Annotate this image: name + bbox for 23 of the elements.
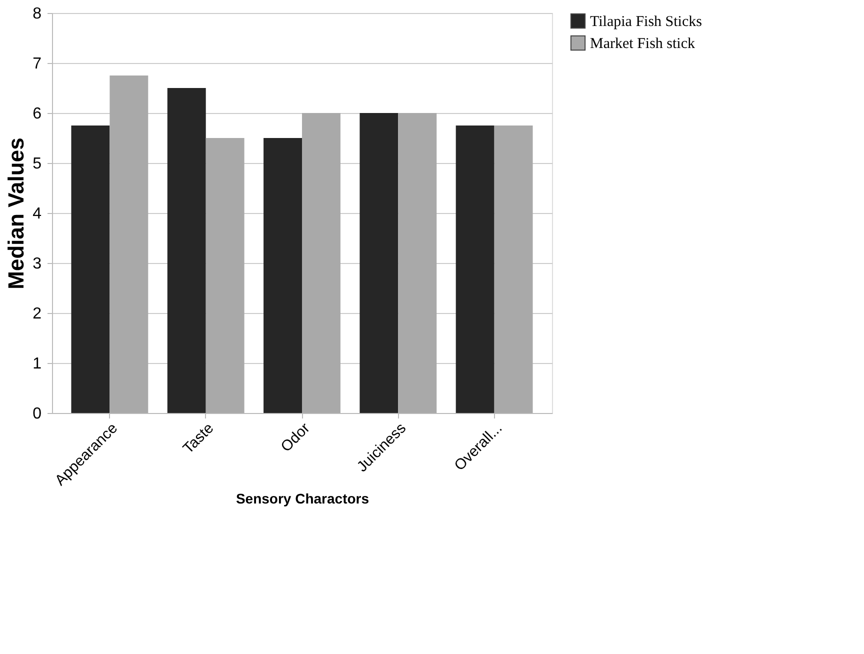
y-tick-label: 8 [32,6,42,22]
bar [71,126,110,413]
bar [494,126,533,413]
legend-label: Market Fish stick [590,36,696,52]
bar [398,113,437,413]
bar [264,138,302,413]
bar [302,113,340,413]
y-tick-label: 1 [32,356,42,372]
y-tick-label: 5 [32,156,42,172]
legend-label: Tilapia Fish Sticks [590,14,702,30]
y-tick-label: 0 [32,406,42,422]
y-axis-title: Median Values [4,138,29,290]
bar [167,88,206,413]
y-tick-label: 6 [32,106,42,122]
bar [456,126,494,413]
y-tick-label: 2 [32,306,42,322]
x-axis-title: Sensory Charactors [236,490,370,506]
bar [110,76,148,413]
y-tick-label: 3 [32,256,42,272]
y-tick-label: 4 [32,206,42,222]
bar [360,113,398,413]
bar [206,138,244,413]
y-tick-label: 7 [32,56,42,72]
